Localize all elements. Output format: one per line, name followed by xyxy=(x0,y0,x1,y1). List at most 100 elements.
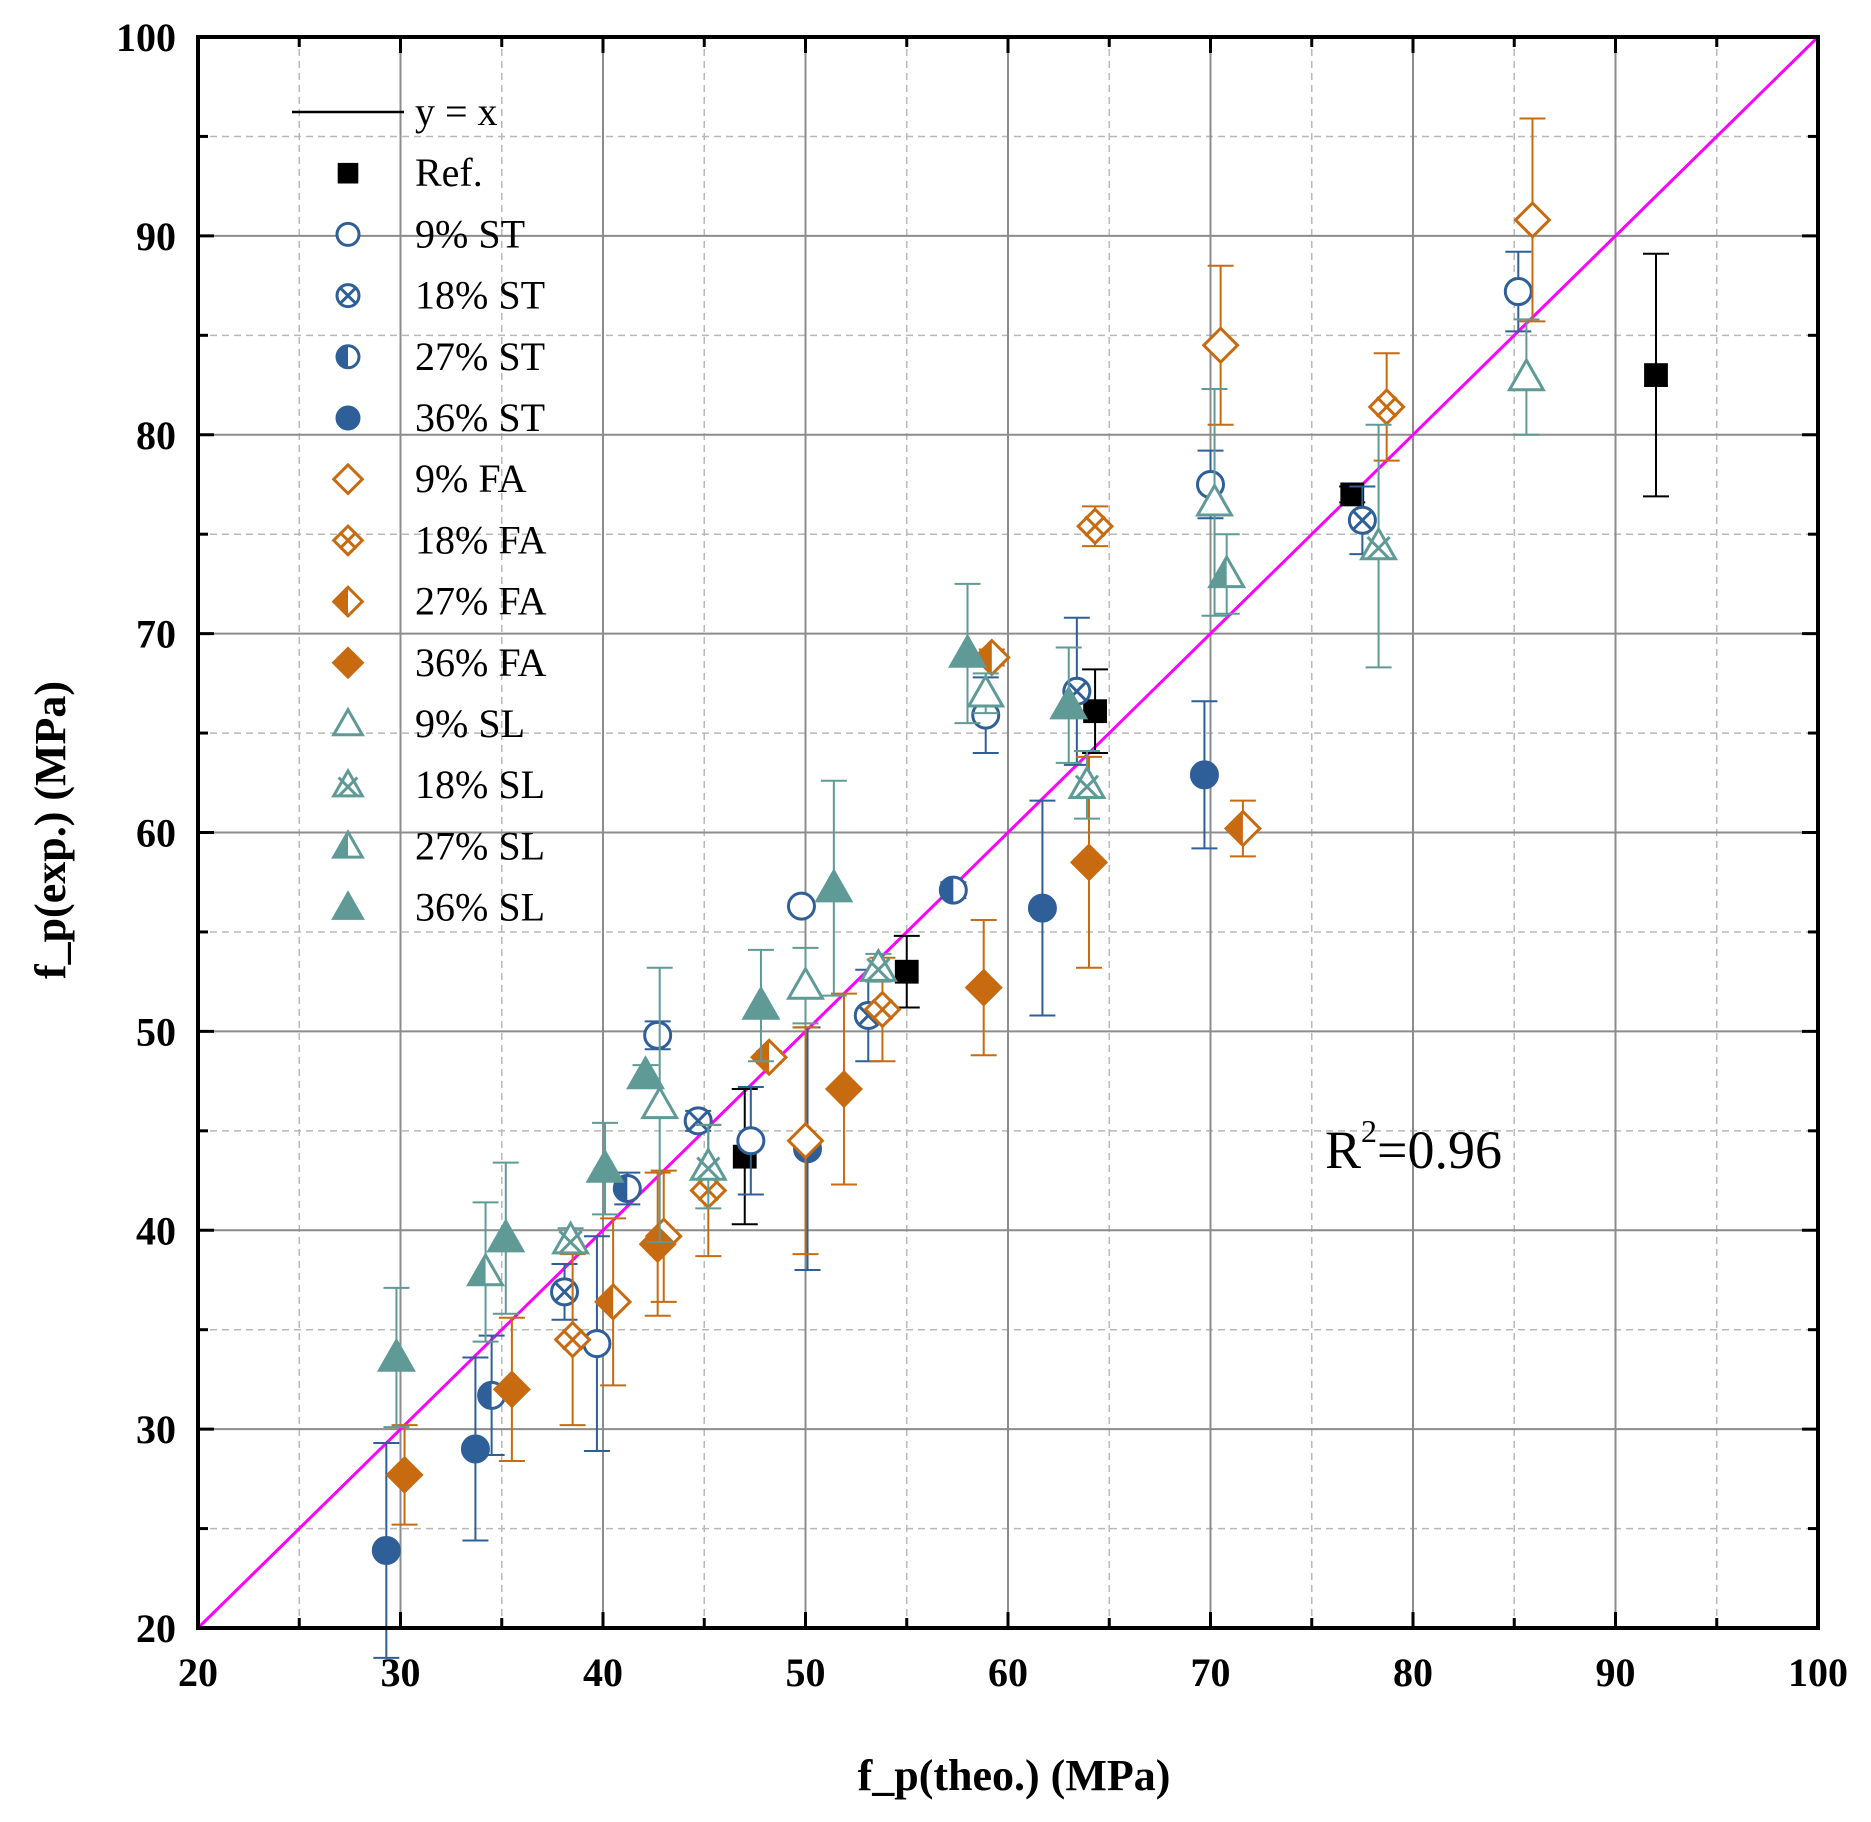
point-marker xyxy=(594,1282,633,1321)
legend-label: 27% SL xyxy=(415,823,545,868)
x-axis-title: f_p(theo.) (MPa) xyxy=(858,1751,1171,1800)
point-marker xyxy=(550,1277,580,1307)
point-marker xyxy=(824,1070,863,1109)
point-marker xyxy=(1347,505,1377,535)
point-marker xyxy=(750,1038,789,1077)
point-marker xyxy=(376,1337,416,1372)
legend-label: 18% SL xyxy=(415,762,545,807)
reference-line-y-equals-x xyxy=(196,35,1820,1630)
point-marker xyxy=(466,1252,506,1287)
data-point xyxy=(786,946,825,1025)
point-marker xyxy=(1644,363,1668,387)
data-point xyxy=(626,1055,666,1090)
x-tick-label: 30 xyxy=(381,1650,421,1695)
data-point xyxy=(594,1217,633,1387)
data-point xyxy=(492,1316,531,1462)
legend-item-18-fa: 18% FA xyxy=(331,517,547,562)
data-point xyxy=(385,1424,424,1526)
legend-item-y-equals-x: y = x xyxy=(292,89,498,134)
legend-item-36-st: 36% ST xyxy=(335,395,545,440)
point-marker xyxy=(1195,482,1235,517)
data-point xyxy=(688,1123,728,1210)
point-marker xyxy=(643,1020,673,1050)
major-grid xyxy=(198,37,1818,1628)
data-point xyxy=(893,934,920,1009)
legend-label: 9% SL xyxy=(415,701,525,746)
legend-label: 27% ST xyxy=(415,334,545,379)
legend-label: Ref. xyxy=(415,150,483,195)
series-36-sl xyxy=(376,582,1089,1429)
data-point xyxy=(640,966,680,1244)
point-marker xyxy=(688,1146,728,1181)
data-point xyxy=(638,1171,677,1317)
data-point xyxy=(1049,646,1089,764)
point-marker xyxy=(1367,387,1406,426)
y-tick-label: 70 xyxy=(136,612,176,657)
r-squared-annotation: R2=0.96 xyxy=(1325,1113,1502,1180)
series-27-fa xyxy=(594,638,1262,1387)
data-point xyxy=(1503,250,1533,333)
legend-item-ref-: Ref. xyxy=(337,150,483,195)
point-marker xyxy=(385,1455,424,1494)
point-marker xyxy=(1049,685,1089,720)
point-marker xyxy=(894,959,919,984)
point-marker xyxy=(863,990,902,1029)
data-point xyxy=(814,779,854,997)
y-tick-label: 60 xyxy=(136,811,176,856)
data-point xyxy=(1207,533,1247,615)
legend-label: 36% SL xyxy=(415,885,545,930)
point-marker xyxy=(1189,760,1219,790)
x-tick-labels: 20 30 40 50 60 70 80 90 100 xyxy=(178,1650,1848,1695)
legend-item-36-fa: 36% FA xyxy=(331,640,547,685)
point-marker xyxy=(1503,277,1533,307)
data-point xyxy=(585,1121,625,1216)
legend-marker xyxy=(331,890,365,920)
data-point xyxy=(1223,799,1262,858)
data-point xyxy=(466,1201,506,1343)
point-marker xyxy=(1083,699,1107,724)
point-marker xyxy=(1201,326,1240,365)
legend-marker xyxy=(331,523,365,557)
point-marker xyxy=(964,968,1003,1007)
legend-item-9-sl: 9% SL xyxy=(331,701,525,746)
y-tick-label: 90 xyxy=(136,214,176,259)
y-tick-label: 50 xyxy=(136,1009,176,1054)
x-tick-label: 60 xyxy=(988,1650,1028,1695)
point-marker xyxy=(585,1148,625,1183)
point-marker xyxy=(1513,200,1552,239)
point-marker xyxy=(858,947,898,982)
point-marker xyxy=(683,1106,713,1136)
data-point xyxy=(736,1086,766,1196)
data-point xyxy=(863,956,902,1063)
r-squared-superscript: 2 xyxy=(1361,1113,1377,1149)
data-point xyxy=(1201,264,1240,426)
data-point xyxy=(1513,117,1552,323)
x-tick-label: 40 xyxy=(583,1650,623,1695)
point-marker xyxy=(492,1370,531,1409)
point-marker xyxy=(1506,357,1546,392)
series-ref- xyxy=(731,252,1669,1226)
data-points xyxy=(371,117,1669,1659)
series-9-st xyxy=(582,250,1533,1453)
series-27-sl xyxy=(466,533,1247,1343)
point-marker xyxy=(741,985,781,1020)
data-point xyxy=(1062,616,1092,766)
legend-label: 36% FA xyxy=(415,640,547,685)
point-marker xyxy=(814,868,854,903)
data-point xyxy=(643,1020,673,1051)
point-marker xyxy=(486,1218,526,1253)
data-point xyxy=(741,948,781,1063)
point-marker xyxy=(972,638,1011,677)
r-squared-value: =0.96 xyxy=(1377,1120,1502,1180)
legend-item-18-st: 18% ST xyxy=(335,273,545,318)
point-marker xyxy=(371,1535,401,1565)
point-marker xyxy=(786,1121,825,1160)
data-point xyxy=(1076,505,1115,548)
y-axis-title: f_p(exp.) (MPa) xyxy=(26,681,75,979)
data-point xyxy=(938,875,968,905)
series-27-st xyxy=(477,875,968,1456)
legend-item-9-st: 9% ST xyxy=(335,211,525,256)
point-marker xyxy=(582,1329,612,1359)
legend-item-27-fa: 27% FA xyxy=(331,579,547,624)
